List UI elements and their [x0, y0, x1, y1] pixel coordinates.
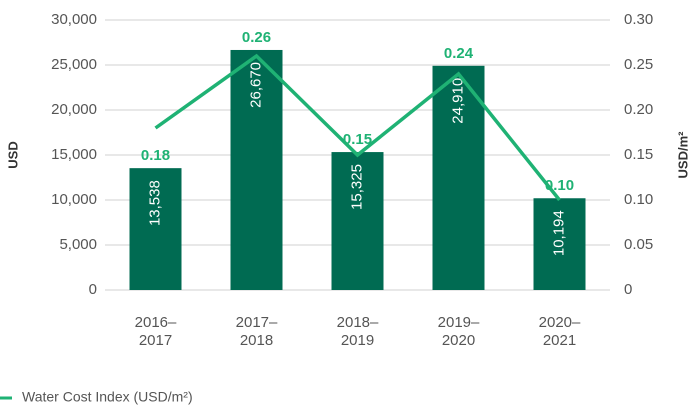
line-value-label: 0.24 [444, 45, 474, 62]
bar [129, 168, 182, 290]
line-value-label: 0.15 [343, 131, 372, 148]
y2-tick-label: 0.05 [624, 236, 653, 253]
line-value-label: 0.26 [242, 29, 271, 46]
y-tick-label: 10,000 [51, 191, 97, 208]
x-tick-label: 2017–2018 [235, 314, 278, 349]
y-axis-label: USD [5, 141, 20, 168]
y-tick-label: 25,000 [51, 56, 97, 73]
y-tick-label: 20,000 [51, 101, 97, 118]
y-tick-label: 0 [89, 281, 97, 298]
y2-tick-label: 0.30 [624, 11, 653, 28]
bar-value-label: 10,194 [550, 210, 567, 256]
y-tick-label: 30,000 [51, 11, 97, 28]
y2-tick-label: 0.10 [624, 191, 653, 208]
y2-tick-label: 0.15 [624, 146, 653, 163]
bar [230, 49, 283, 290]
line-value-label: 0.10 [545, 177, 574, 194]
y-tick-label: 15,000 [51, 146, 97, 163]
x-tick-label: 2018–2019 [336, 314, 379, 349]
bar [331, 152, 384, 290]
y2-axis-label: USD/m² [675, 131, 690, 179]
legend-label: Water Cost Index (USD/m²) [22, 389, 193, 405]
bar [432, 65, 485, 290]
line-value-label: 0.18 [141, 147, 170, 164]
x-tick-label: 2020–2021 [538, 314, 581, 349]
y2-tick-label: 0 [624, 281, 632, 298]
y2-tick-label: 0.25 [624, 56, 653, 73]
y2-tick-label: 0.20 [624, 101, 653, 118]
x-tick-label: 2019–2020 [437, 314, 480, 349]
bar-value-label: 24,910 [449, 78, 466, 124]
bar-value-label: 13,538 [146, 180, 163, 226]
bar-value-label: 15,325 [348, 164, 365, 210]
bar [533, 198, 586, 290]
x-tick-label: 2016–2017 [134, 314, 177, 349]
y-tick-label: 5,000 [59, 236, 97, 253]
bar-value-label: 26,670 [247, 62, 264, 108]
line [154, 53, 561, 202]
